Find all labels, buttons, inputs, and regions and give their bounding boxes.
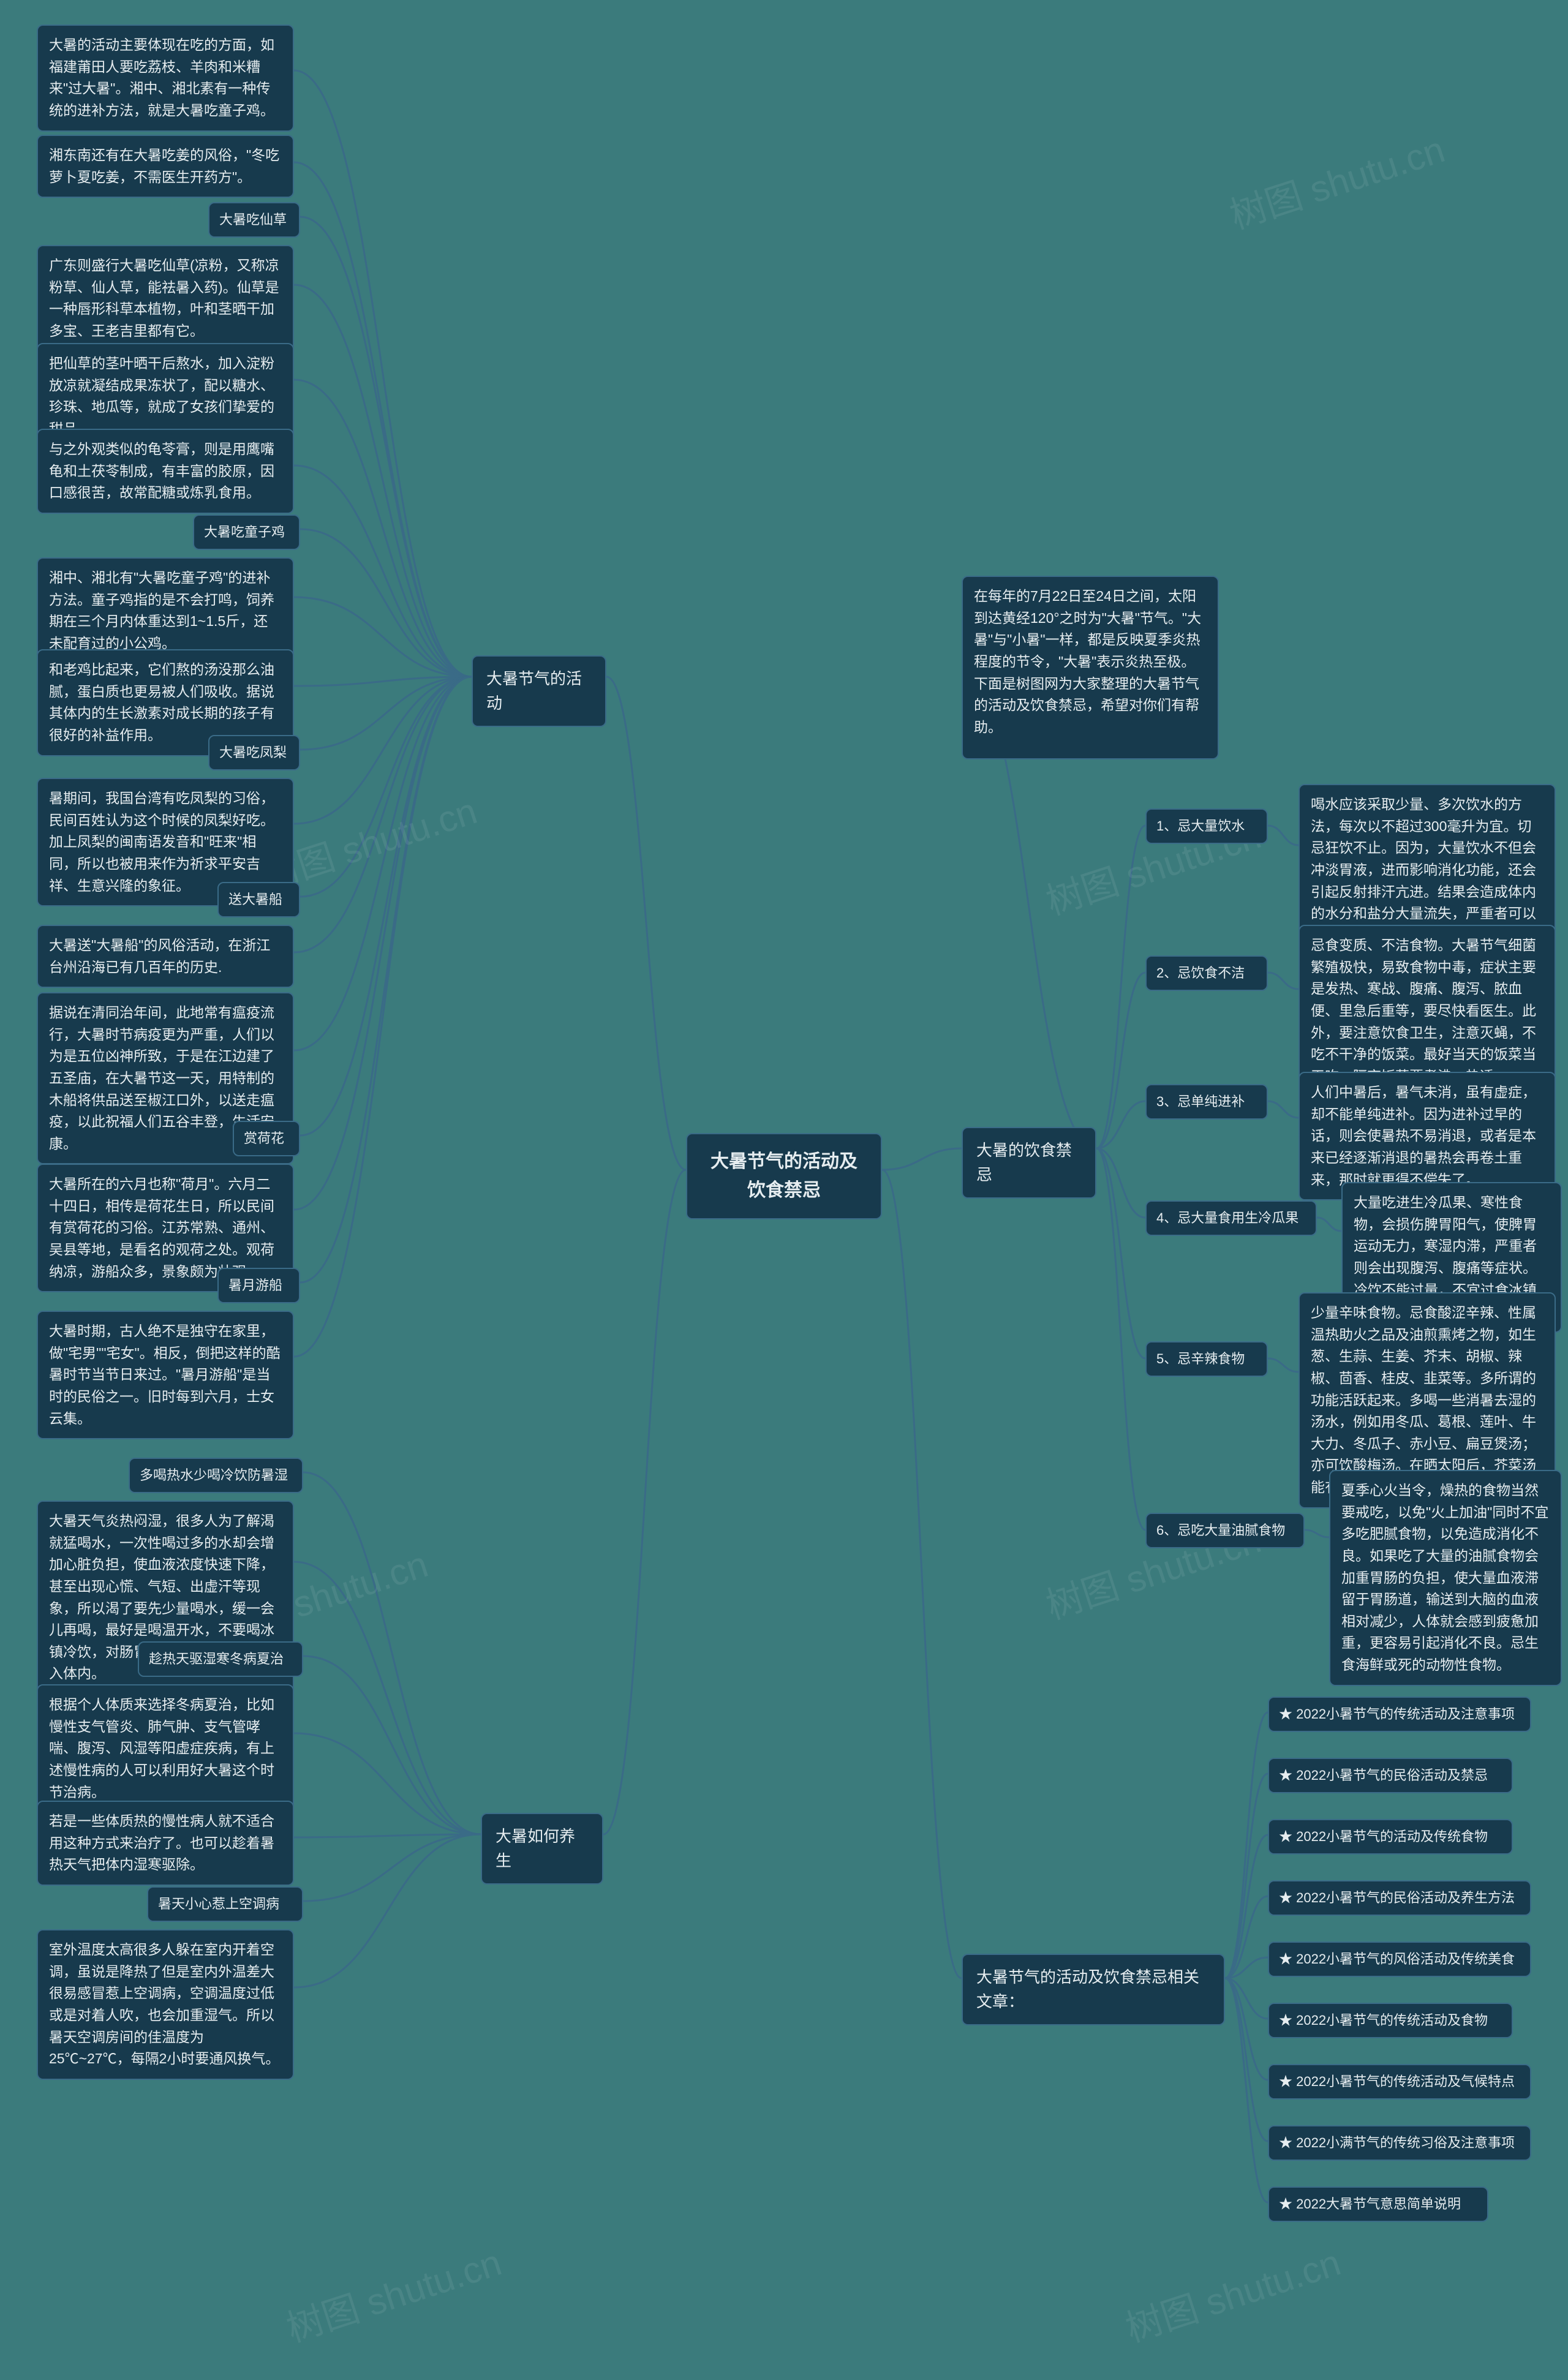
leaf-node: ★ 2022大暑节气意思简单说明 — [1268, 2186, 1488, 2222]
intro-node: 在每年的7月22日至24日之间，太阳到达黄经120°之时为"大暑"节气。"大暑"… — [962, 576, 1219, 759]
leaf-node: ★ 2022小暑节气的民俗活动及养生方法 — [1268, 1880, 1531, 1916]
sub-label-node: 大暑吃仙草 — [208, 202, 300, 238]
detail-node: 湘中、湘北有"大暑吃童子鸡"的进补方法。童子鸡指的是不会打鸣，饲养期在三个月内体… — [37, 557, 294, 665]
sub-label-node: 暑天小心惹上空调病 — [147, 1886, 303, 1922]
detail-node: 大暑时期，古人绝不是独守在家里，做"宅男""宅女"。相反，倒把这样的酷暑时节当节… — [37, 1311, 294, 1439]
sub-label-node: 大暑吃童子鸡 — [193, 514, 300, 550]
leaf-node: ★ 2022小暑节气的传统活动及注意事项 — [1268, 1697, 1531, 1732]
sub-label-node: 趁热天驱湿寒冬病夏治 — [138, 1641, 303, 1677]
sub-node: 3、忌单纯进补 — [1145, 1084, 1268, 1120]
detail-node: 夏季心火当令，燥热的食物当然要戒吃，以免"火上加油"同时不宜多吃肥腻食物，以免造… — [1329, 1470, 1562, 1686]
sub-label-node: 暑月游船 — [217, 1268, 300, 1303]
sub-node: 4、忌大量食用生冷瓜果 — [1145, 1200, 1317, 1236]
sub-label-node: 赏荷花 — [233, 1121, 300, 1156]
detail-node: 广东则盛行大暑吃仙草(凉粉，又称凉粉草、仙人草，能祛暑入药)。仙草是一种唇形科草… — [37, 245, 294, 352]
detail-node: 大暑的活动主要体现在吃的方面，如福建莆田人要吃荔枝、羊肉和米糟来"过大暑"。湘中… — [37, 24, 294, 132]
watermark: 树图 shutu.cn — [279, 2233, 507, 2352]
branch-node: 大暑节气的活动 — [472, 655, 606, 727]
leaf-node: ★ 2022小暑节气的民俗活动及禁忌 — [1268, 1758, 1513, 1793]
detail-node: 人们中暑后，暑气未消，虽有虚症，却不能单纯进补。因为进补过早的话，则会使暑热不易… — [1298, 1072, 1556, 1200]
leaf-node: ★ 2022小暑节气的风俗活动及传统美食 — [1268, 1941, 1531, 1977]
sub-node: 1、忌大量饮水 — [1145, 808, 1268, 844]
sub-label-node: 多喝热水少喝冷饮防暑湿 — [129, 1458, 303, 1493]
detail-node: 室外温度太高很多人躲在室内开着空调，虽说是降热了但是室内外温差大很易感冒惹上空调… — [37, 1929, 294, 2080]
leaf-node: ★ 2022小暑节气的传统活动及食物 — [1268, 2003, 1513, 2038]
mindmap-canvas: 树图 shutu.cn树图 shutu.cn树图 shutu.cn树图 shut… — [0, 0, 1568, 2380]
watermark: 树图 shutu.cn — [1222, 120, 1450, 239]
branch-node: 大暑的饮食禁忌 — [962, 1127, 1096, 1199]
sub-label-node: 送大暑船 — [217, 882, 300, 917]
branch-node: 大暑节气的活动及饮食禁忌相关文章： — [962, 1954, 1225, 2025]
sub-node: 2、忌饮食不洁 — [1145, 955, 1268, 991]
leaf-node: ★ 2022小暑节气的活动及传统食物 — [1268, 1819, 1513, 1855]
leaf-node: ★ 2022小暑节气的传统活动及气候特点 — [1268, 2064, 1531, 2099]
branch-node: 大暑如何养生 — [481, 1813, 603, 1885]
detail-node: 若是一些体质热的慢性病人就不适合用这种方式来治疗了。也可以趁着暑热天气把体内湿寒… — [37, 1801, 294, 1886]
detail-node: 与之外观类似的龟苓膏，则是用鹰嘴龟和土茯苓制成，有丰富的胶原，因口感很苦，故常配… — [37, 429, 294, 514]
detail-node: 湘东南还有在大暑吃姜的风俗，"冬吃萝卜夏吃姜，不需医生开药方"。 — [37, 135, 294, 198]
sub-node: 6、忌吃大量油腻食物 — [1145, 1513, 1305, 1548]
detail-node: 根据个人体质来选择冬病夏治，比如慢性支气管炎、肺气肿、支气管哮喘、腹泻、风湿等阳… — [37, 1684, 294, 1813]
leaf-node: ★ 2022小满节气的传统习俗及注意事项 — [1268, 2125, 1531, 2161]
sub-node: 5、忌辛辣食物 — [1145, 1341, 1268, 1377]
root-node: 大暑节气的活动及饮食禁忌 — [686, 1133, 882, 1219]
detail-node: 大暑送"大暑船"的风俗活动，在浙江台州沿海已有几百年的历史. — [37, 925, 294, 988]
watermark: 树图 shutu.cn — [1118, 2233, 1346, 2352]
sub-label-node: 大暑吃凤梨 — [208, 735, 300, 770]
